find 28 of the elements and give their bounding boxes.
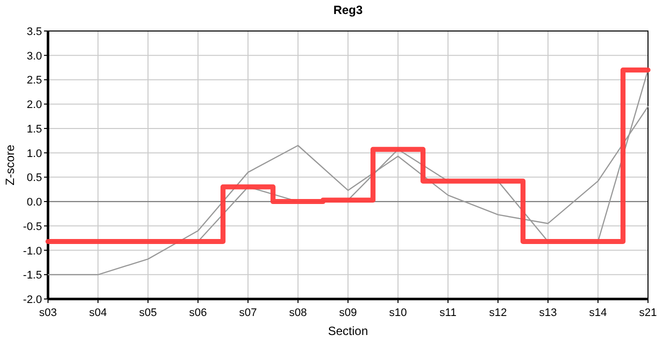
y-tick-label: 1.5 (26, 123, 42, 136)
y-tick-label: 3.5 (26, 26, 42, 38)
y-tick-label: -1.5 (23, 270, 42, 282)
x-tick-label: s14 (589, 307, 607, 319)
y-tick-label: 2.5 (26, 74, 42, 87)
x-tick-label: s09 (339, 307, 357, 319)
y-tick-label: 0.0 (26, 196, 42, 209)
y-tick-label: 0.5 (26, 172, 42, 184)
x-tick-label: s03 (39, 307, 57, 319)
y-tick-label: -2.0 (23, 294, 42, 306)
y-axis-title: Z-score (3, 144, 17, 186)
x-tick-label: s12 (489, 307, 507, 319)
x-tick-label: s06 (189, 307, 207, 319)
y-tick-label: -0.5 (23, 220, 42, 233)
chart-title: Reg3 (333, 3, 363, 17)
x-tick-label: s05 (139, 307, 157, 319)
y-tick-label: 3.0 (26, 50, 42, 62)
y-tick-label: 1.0 (26, 148, 42, 160)
x-tick-label: s08 (289, 307, 307, 319)
x-tick-label: s11 (440, 307, 456, 319)
y-tick-label: 2.0 (26, 99, 42, 112)
y-tick-label: -1.0 (23, 245, 42, 258)
x-tick-label: s07 (239, 307, 257, 319)
x-tick-label: s13 (539, 307, 557, 319)
x-tick-label: s21 (639, 307, 657, 319)
x-tick-label: s04 (89, 307, 107, 319)
x-axis-title: Section (328, 324, 368, 338)
x-tick-label: s10 (389, 307, 407, 319)
